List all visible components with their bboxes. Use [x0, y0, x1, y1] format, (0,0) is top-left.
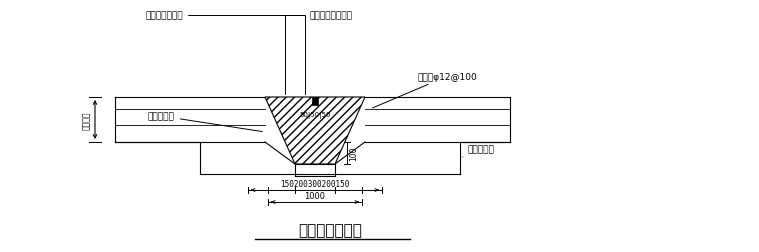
Text: 加强筋φ12@100: 加强筋φ12@100 — [373, 72, 477, 108]
Text: 底板厚度: 底板厚度 — [82, 111, 91, 129]
Text: 底板后浇带形式: 底板后浇带形式 — [298, 223, 362, 238]
Text: 混凝土垫层: 混凝土垫层 — [462, 145, 495, 157]
Text: 50|50|50: 50|50|50 — [299, 112, 331, 118]
Bar — [312, 98, 318, 106]
Text: 遇水膨胀止水条: 遇水膨胀止水条 — [145, 11, 305, 95]
Text: 100: 100 — [349, 146, 358, 161]
Text: 快易收口网: 快易收口网 — [148, 112, 263, 132]
Text: 1000: 1000 — [304, 191, 326, 200]
Text: 150200300200150: 150200300200150 — [280, 179, 350, 188]
Polygon shape — [265, 98, 365, 164]
Text: 后浇微膨胀混凝土: 后浇微膨胀混凝土 — [285, 11, 353, 95]
